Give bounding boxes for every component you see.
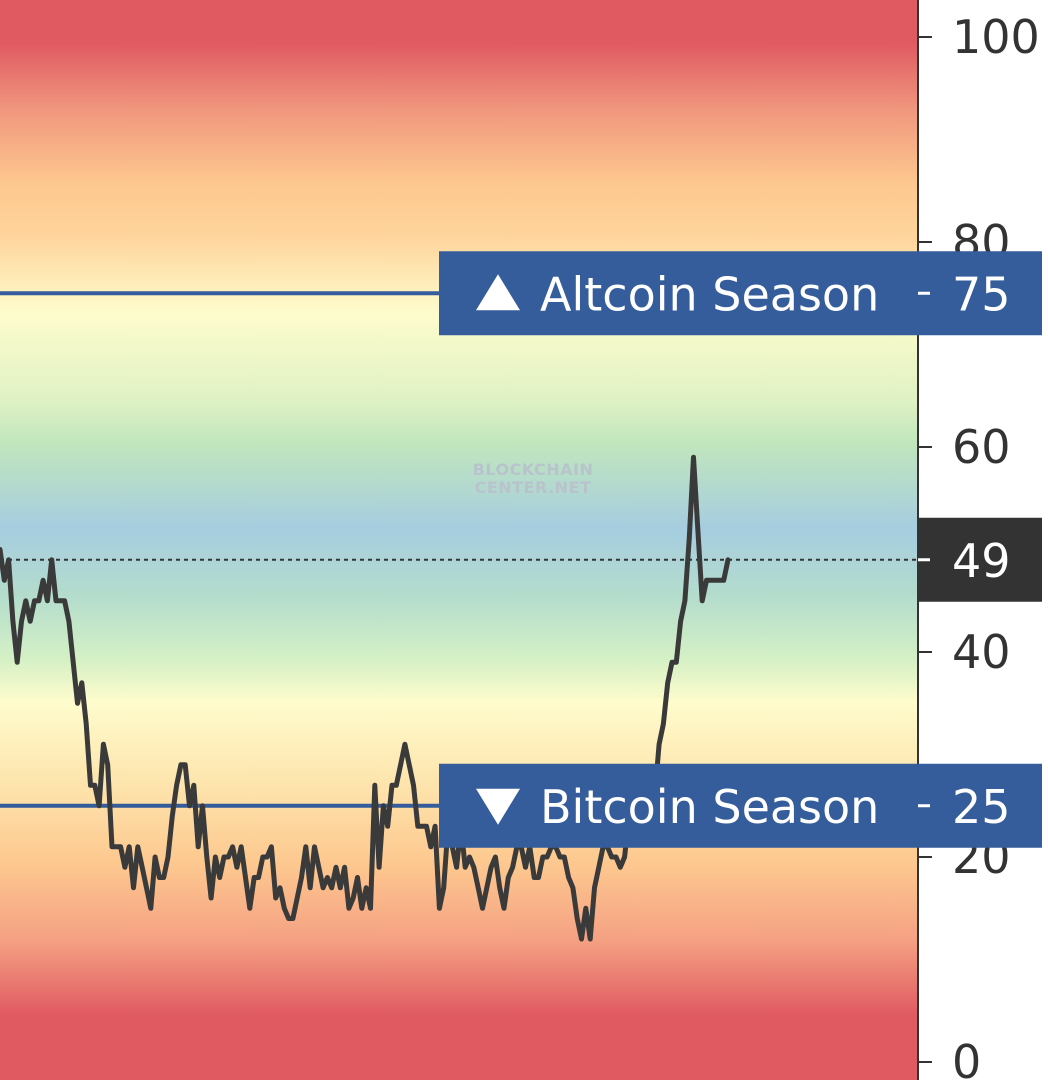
bitcoin-season-value: 25 — [952, 780, 1011, 834]
blockchaincenter-watermark: BLOCKCHAIN CENTER.NET — [473, 460, 594, 497]
y-tick-label: 0 — [952, 1035, 981, 1080]
watermark-line-2: CENTER.NET — [475, 478, 592, 497]
y-tick-label: 60 — [952, 420, 1011, 474]
triangle-up-icon — [476, 274, 520, 311]
bitcoin-season-label-box — [439, 763, 1042, 848]
threshold-labels: Altcoin Season 75 Bitcoin Season 25 — [439, 251, 1042, 848]
altcoin-season-value: 75 — [952, 267, 1011, 321]
triangle-down-icon — [476, 788, 520, 825]
altcoin-season-label: Altcoin Season — [540, 267, 879, 321]
plot-background-gradient — [0, 0, 918, 1080]
altcoin-season-label-box — [439, 251, 1042, 336]
y-tick-label: 100 — [952, 10, 1040, 64]
current-value-bg — [918, 517, 1042, 602]
current-value-label: 49 — [952, 534, 1011, 588]
bitcoin-season-label: Bitcoin Season — [540, 780, 879, 834]
y-tick-label: 40 — [952, 625, 1011, 679]
altcoin-season-label-group: Altcoin Season 75 — [439, 251, 1042, 336]
current-value-box: 49 — [918, 517, 1042, 602]
watermark-line-1: BLOCKCHAIN — [473, 460, 594, 479]
bitcoin-season-label-group: Bitcoin Season 25 — [439, 763, 1042, 848]
